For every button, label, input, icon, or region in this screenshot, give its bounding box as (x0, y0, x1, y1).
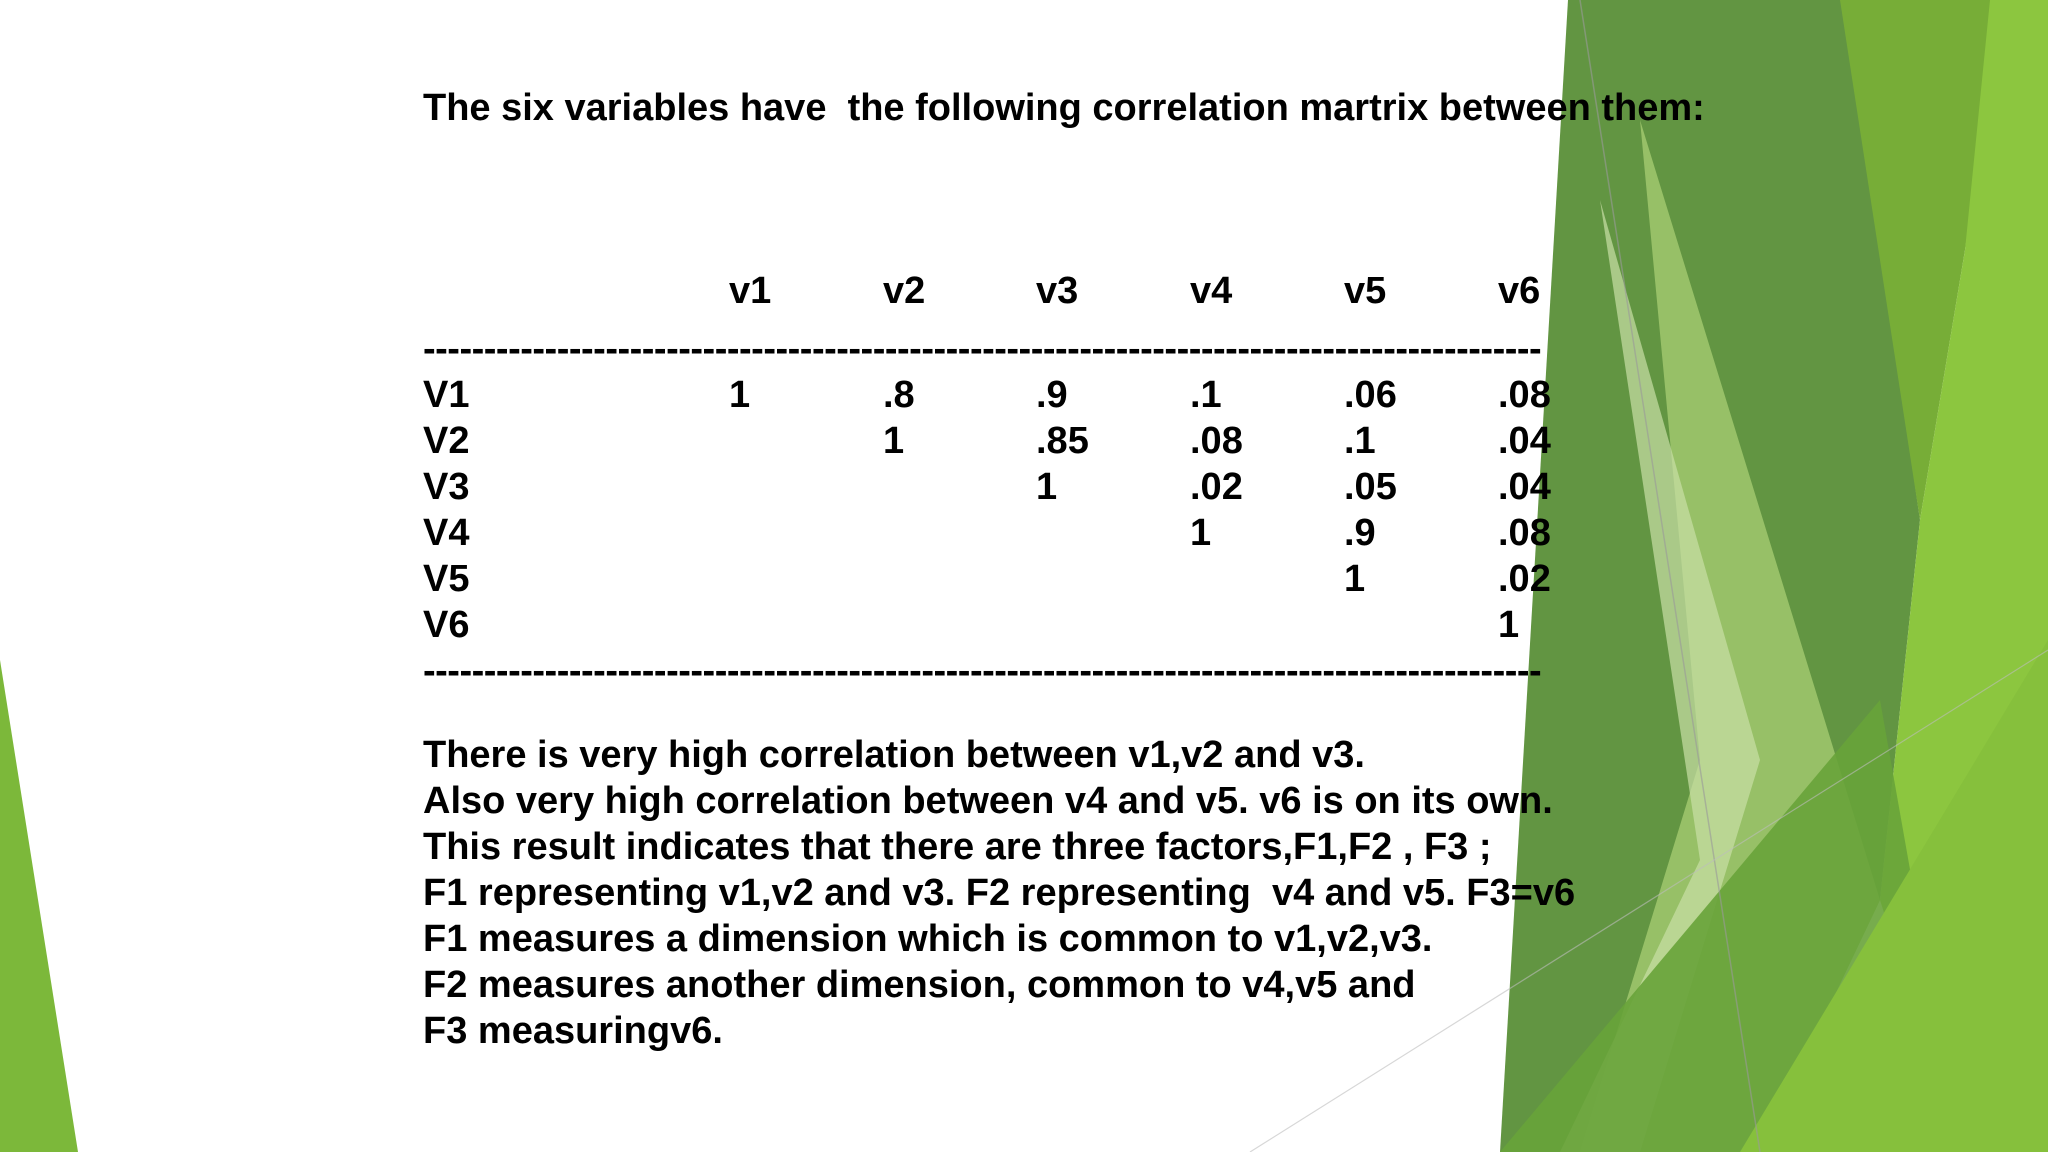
matrix-divider-top: ----------------------------------------… (423, 328, 1542, 370)
matrix-cell: .1 (1344, 420, 1376, 462)
explanation-line: This result indicates that there are thr… (423, 826, 1492, 868)
explanation-line: F1 measures a dimension which is common … (423, 918, 1433, 960)
matrix-cell: .08 (1498, 374, 1551, 416)
matrix-divider-bottom: ----------------------------------------… (423, 650, 1542, 692)
left-green-sliver (0, 660, 78, 1152)
explanation-line: F2 measures another dimension, common to… (423, 964, 1416, 1006)
explanation-line: There is very high correlation between v… (423, 734, 1365, 776)
matrix-cell: .02 (1498, 558, 1551, 600)
matrix-header-row: v1 v2 v3 v4 v5 v6 (423, 268, 1603, 314)
matrix-row-v2: V2 1 .85 .08 .1 .04 (423, 418, 1603, 464)
matrix-cell: 1 (1344, 558, 1366, 600)
row-label: V4 (423, 512, 470, 554)
matrix-row-v5: V5 1 .02 (423, 556, 1603, 602)
facet-mid-top (1840, 0, 2000, 520)
matrix-cell: .02 (1190, 466, 1243, 508)
matrix-cell: .06 (1344, 374, 1397, 416)
matrix-cell: .85 (1036, 420, 1089, 462)
matrix-cell: .05 (1344, 466, 1397, 508)
matrix-cell: .08 (1190, 420, 1243, 462)
matrix-cell: .1 (1190, 374, 1222, 416)
matrix-row-v3: V3 1 .02 .05 .04 (423, 464, 1603, 510)
matrix-cell: 1 (1036, 466, 1058, 508)
slide-title: The six variables have the following cor… (423, 87, 1705, 129)
explanation-line: Also very high correlation between v4 an… (423, 780, 1553, 822)
row-label: V3 (423, 466, 470, 508)
column-header-v1: v1 (729, 270, 772, 312)
matrix-cell: .9 (1036, 374, 1068, 416)
matrix-cell: 1 (729, 374, 751, 416)
matrix-cell: .04 (1498, 466, 1551, 508)
explanation-text: There is very high correlation between v… (423, 732, 1575, 1054)
explanation-line: F3 measuringv6. (423, 1010, 723, 1052)
matrix-cell: .04 (1498, 420, 1551, 462)
matrix-cell: 1 (1498, 604, 1520, 646)
row-label: V2 (423, 420, 470, 462)
matrix-row-v1: V1 1 .8 .9 .1 .06 .08 (423, 372, 1603, 418)
matrix-row-v4: V4 1 .9 .08 (423, 510, 1603, 556)
row-label: V1 (423, 374, 470, 416)
column-header-v4: v4 (1190, 270, 1233, 312)
column-header-v3: v3 (1036, 270, 1079, 312)
row-label: V6 (423, 604, 470, 646)
matrix-cell: 1 (883, 420, 905, 462)
thin-line-2 (1249, 649, 2048, 1152)
matrix-cell: .8 (883, 374, 915, 416)
matrix-row-v6: V6 1 (423, 602, 1603, 648)
column-header-v2: v2 (883, 270, 926, 312)
correlation-matrix: v1 v2 v3 v4 v5 v6 ----------------------… (423, 268, 1603, 694)
matrix-cell: .08 (1498, 512, 1551, 554)
explanation-line: F1 representing v1,v2 and v3. F2 represe… (423, 872, 1576, 914)
thin-line-1 (1579, 0, 1761, 1152)
column-header-v5: v5 (1344, 270, 1387, 312)
matrix-cell: 1 (1190, 512, 1212, 554)
facet-bottom-right (1740, 640, 2048, 1152)
matrix-cell: .9 (1344, 512, 1376, 554)
row-label: V5 (423, 558, 470, 600)
column-header-v6: v6 (1498, 270, 1541, 312)
